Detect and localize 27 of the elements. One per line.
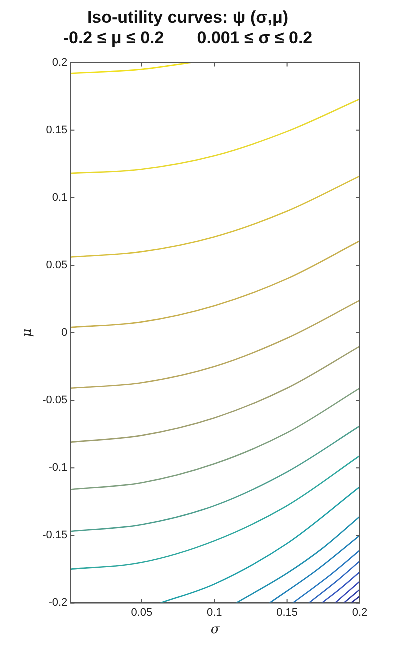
line-series <box>70 176 360 258</box>
chart-subtitle: -0.2 ≤ μ ≤ 0.2 0.001 ≤ σ ≤ 0.2 <box>63 28 313 48</box>
line-series <box>70 346 360 444</box>
y-tick-label: -0.1 <box>48 462 68 474</box>
line-series <box>70 300 360 390</box>
line-series <box>70 388 360 490</box>
y-tick-label: -0.2 <box>48 597 68 610</box>
x-axis-title: σ <box>210 622 221 638</box>
x-tick-label: 0.2 <box>352 606 368 619</box>
line-series <box>70 240 360 328</box>
y-tick-label: 0.05 <box>46 259 68 272</box>
chart-title: Iso-utility curves: ψ (σ,μ) <box>87 8 289 27</box>
y-tick-label: 0 <box>62 327 68 340</box>
x-tick-label: 0.1 <box>206 606 222 619</box>
y-tick-label: 0.15 <box>46 124 68 136</box>
line-series <box>236 516 360 604</box>
y-tick-label: -0.05 <box>42 394 68 407</box>
line-series <box>160 486 360 604</box>
x-tick-label: 0.05 <box>131 606 153 619</box>
y-tick-label: 0.2 <box>52 56 68 69</box>
y-axis-title: μ <box>20 328 36 338</box>
x-tick-label: 0.15 <box>276 606 298 619</box>
y-tick-label: 0.1 <box>52 192 68 204</box>
line-series <box>70 426 360 532</box>
line-series <box>70 98 360 174</box>
y-tick-label: -0.15 <box>42 530 68 542</box>
line-series <box>70 455 360 570</box>
